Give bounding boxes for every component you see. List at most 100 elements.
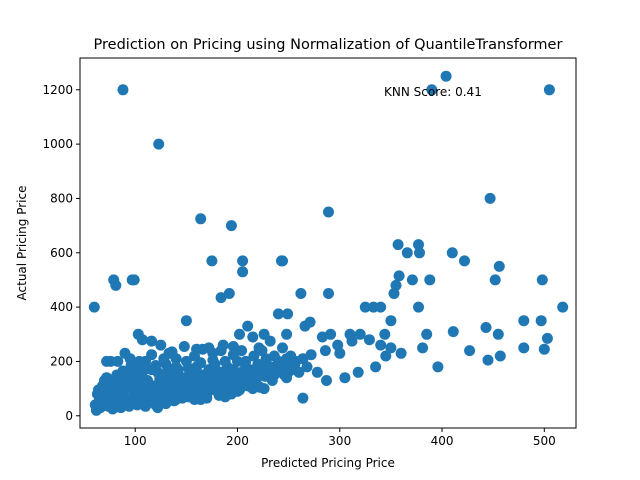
- data-point: [414, 247, 425, 259]
- data-point: [219, 355, 231, 367]
- data-point: [107, 403, 119, 415]
- points-layer: [88, 70, 569, 416]
- data-point: [128, 274, 140, 286]
- data-point: [370, 361, 382, 373]
- data-point: [113, 375, 125, 386]
- y-tick-label: 200: [50, 354, 73, 368]
- data-point: [492, 328, 504, 340]
- data-point: [518, 342, 530, 354]
- data-point: [426, 84, 438, 96]
- data-point: [155, 339, 167, 351]
- data-point: [150, 360, 162, 371]
- x-axis-label: Predicted Pricing Price: [261, 456, 395, 470]
- data-point: [297, 353, 309, 365]
- data-point: [536, 274, 548, 286]
- y-tick-label: 1000: [42, 137, 73, 151]
- y-tick-label: 0: [65, 409, 73, 423]
- data-point: [284, 365, 296, 377]
- data-point: [145, 383, 157, 395]
- data-point: [393, 270, 405, 282]
- data-point: [277, 342, 288, 354]
- data-point: [178, 341, 190, 352]
- data-point: [117, 365, 129, 377]
- data-point: [236, 345, 248, 357]
- data-point: [191, 343, 203, 355]
- data-point: [413, 239, 424, 251]
- data-point: [251, 372, 263, 384]
- data-point: [363, 334, 375, 346]
- data-point: [535, 315, 547, 327]
- data-point: [380, 350, 392, 362]
- data-point: [432, 361, 444, 373]
- data-point: [295, 288, 307, 299]
- data-point: [352, 366, 364, 378]
- y-axis-label: Actual Pricing Price: [15, 186, 29, 301]
- data-point: [301, 361, 313, 373]
- data-point: [129, 370, 141, 382]
- data-point: [237, 255, 249, 267]
- knn-score-annotation: KNN Score: 0.41: [384, 85, 482, 99]
- data-point: [557, 301, 569, 313]
- data-point: [201, 392, 213, 404]
- data-point: [182, 362, 194, 374]
- x-axis-ticks: 100 200 300 400 500: [124, 428, 556, 448]
- data-point: [464, 345, 476, 357]
- data-point: [215, 292, 227, 304]
- data-point: [518, 315, 530, 327]
- y-tick-label: 600: [50, 246, 73, 260]
- data-point: [259, 370, 271, 382]
- data-point: [385, 315, 397, 327]
- data-point: [119, 347, 131, 359]
- x-tick-label: 500: [533, 434, 556, 448]
- data-point: [140, 400, 151, 412]
- data-point: [101, 372, 113, 384]
- data-point: [254, 381, 266, 393]
- data-point: [277, 255, 288, 267]
- data-point: [447, 326, 459, 338]
- data-point: [413, 301, 424, 313]
- data-point: [189, 394, 200, 405]
- data-point: [237, 266, 249, 278]
- data-point: [424, 274, 436, 286]
- y-tick-label: 800: [50, 191, 73, 205]
- data-point: [213, 389, 225, 401]
- data-point: [153, 138, 165, 150]
- data-point: [225, 220, 237, 232]
- data-point: [390, 279, 402, 291]
- data-point: [319, 345, 331, 357]
- data-point: [242, 320, 254, 332]
- data-point: [446, 247, 458, 259]
- data-point: [421, 328, 433, 340]
- data-point: [359, 301, 371, 313]
- data-point: [346, 335, 358, 347]
- data-point: [494, 350, 506, 362]
- x-tick-label: 200: [226, 434, 249, 448]
- data-point: [293, 366, 305, 378]
- chart-title: Prediction on Pricing using Normalizatio…: [94, 37, 563, 53]
- data-point: [215, 345, 227, 357]
- data-point: [332, 339, 344, 351]
- data-point: [195, 357, 207, 369]
- data-point: [482, 354, 494, 366]
- data-point: [321, 375, 332, 386]
- data-point: [195, 213, 207, 225]
- data-point: [149, 391, 161, 403]
- data-point: [281, 328, 293, 340]
- data-point: [132, 328, 144, 340]
- data-point: [101, 355, 113, 367]
- data-point: [480, 322, 492, 333]
- data-point: [354, 328, 366, 340]
- data-point: [304, 316, 316, 328]
- data-point: [248, 350, 260, 362]
- data-point: [190, 380, 202, 392]
- plot-area-frame: [79, 57, 577, 429]
- data-point: [109, 383, 121, 395]
- data-point: [206, 377, 218, 389]
- data-point: [375, 339, 387, 351]
- data-point: [232, 355, 243, 367]
- data-point: [375, 301, 387, 313]
- data-point: [234, 328, 245, 340]
- data-point: [379, 328, 391, 340]
- data-point: [385, 342, 397, 354]
